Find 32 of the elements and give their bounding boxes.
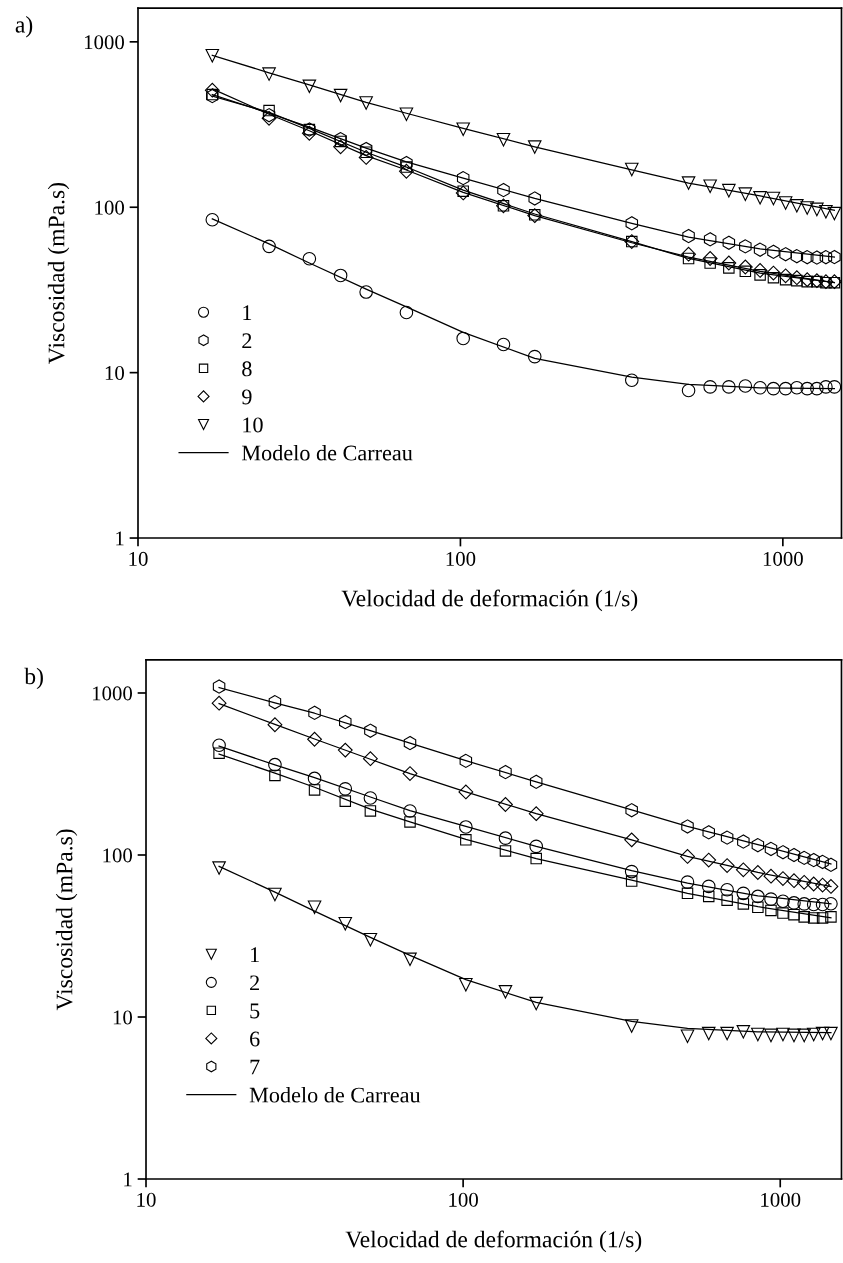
x-axis-title: Velocidad de deformación (1/s) (341, 589, 638, 612)
y-tick-label: 100 (95, 200, 125, 215)
legend-label: 6 (250, 1031, 260, 1047)
x-tick-label: 1000 (761, 1192, 801, 1207)
y-tick-label: 10 (113, 1010, 133, 1025)
y-tick-label: 10 (105, 366, 125, 381)
legend-label: 5 (250, 1003, 260, 1019)
legend-label: 9 (242, 389, 252, 405)
legend-label: 8 (242, 361, 252, 377)
chart-title: b) (24, 667, 43, 690)
y-axis-title: Viscosidad (mPa.s) (47, 183, 70, 364)
legend-label: 7 (250, 1059, 260, 1075)
y-tick-label: 1 (116, 531, 124, 546)
x-tick-label: 10 (129, 551, 148, 566)
y-tick-label: 1000 (84, 35, 125, 50)
y-tick-label: 100 (103, 848, 133, 863)
x-axis-title: Velocidad de deformación (1/s) (345, 1230, 642, 1253)
y-tick-label: 1 (124, 1172, 132, 1187)
legend-label: Modelo de Carreau (241, 444, 413, 461)
legend-label: Modelo de Carreau (249, 1086, 421, 1103)
y-tick-label: 1000 (92, 686, 133, 701)
x-tick-label: 100 (449, 1192, 478, 1207)
legend-label: 2 (242, 333, 252, 349)
legend-label: 10 (243, 417, 263, 433)
x-tick-label: 10 (137, 1192, 156, 1207)
legend-label: 2 (250, 975, 259, 991)
chart-title: a) (15, 16, 33, 38)
x-tick-label: 100 (446, 551, 476, 566)
legend-label: 1 (251, 947, 259, 963)
legend-label: 1 (243, 305, 252, 320)
y-axis-title: Viscosidad (mPa.s) (55, 829, 78, 1011)
x-tick-label: 1000 (763, 551, 803, 566)
